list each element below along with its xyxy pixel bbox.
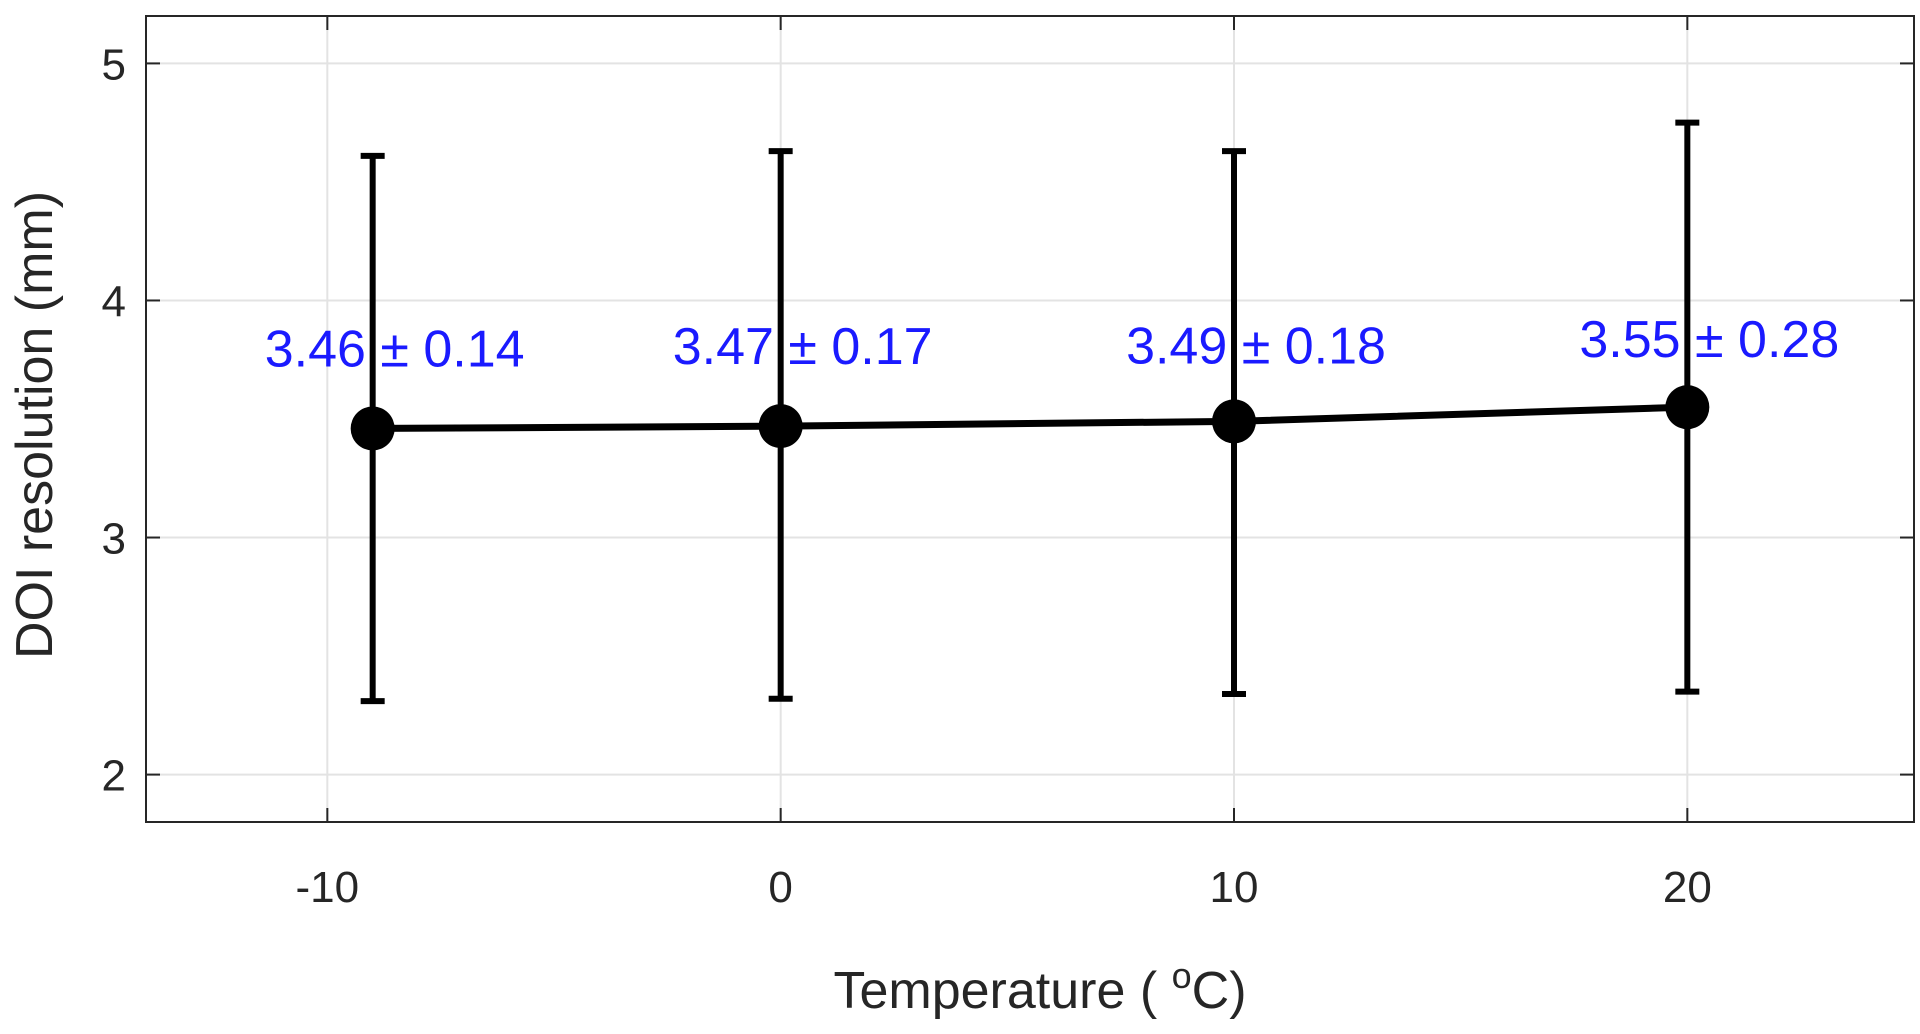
axis-ticks	[146, 16, 1914, 822]
y-tick-label: 5	[102, 40, 126, 89]
data-point	[350, 406, 395, 451]
y-tick-label: 3	[102, 515, 126, 564]
x-axis-title-prefix: Temperature (	[833, 962, 1171, 1020]
series-line	[372, 403, 1688, 432]
x-tick-label: 10	[1210, 863, 1259, 912]
data-point	[758, 404, 803, 449]
x-tick-label: 0	[768, 863, 792, 912]
data-label: 3.49 ± 0.18	[1126, 317, 1386, 375]
y-tick-label: 2	[102, 752, 126, 801]
x-tick-labels: -10 0 10 20	[296, 863, 1712, 912]
x-axis-title-superscript: o	[1172, 955, 1192, 996]
y-tick-label: 4	[102, 277, 126, 326]
data-label-layer: 3.46 ± 0.14 3.47 ± 0.17 3.49 ± 0.18 3.55 ± …	[265, 311, 1840, 378]
y-axis-title: DOI resolution (mm)	[6, 191, 64, 659]
grid-lines	[146, 16, 1914, 822]
data-label: 3.55 ± 0.28	[1579, 311, 1839, 369]
plot-area-frame	[145, 15, 1915, 823]
y-tick-labels: 2 3 4 5	[102, 40, 126, 800]
x-axis-title-suffix: C)	[1192, 962, 1247, 1020]
x-tick-label: 20	[1663, 863, 1712, 912]
x-axis-title: Temperature ( oC)	[833, 955, 1246, 1020]
data-point	[1665, 385, 1710, 430]
data-point	[1212, 399, 1256, 444]
series-layer	[350, 119, 1710, 705]
data-label: 3.47 ± 0.17	[673, 318, 933, 376]
x-tick-label: -10	[296, 863, 360, 912]
data-label: 3.46 ± 0.14	[265, 320, 525, 378]
